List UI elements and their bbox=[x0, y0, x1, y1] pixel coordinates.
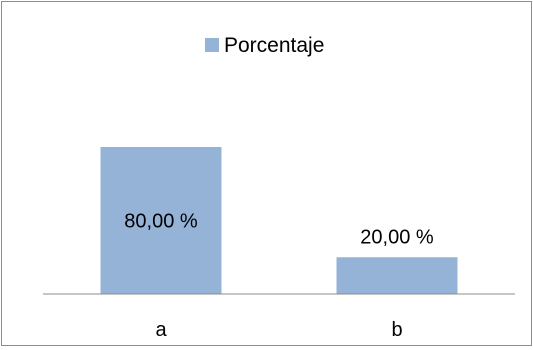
legend: Porcentaje bbox=[205, 34, 324, 57]
bars-group: 80,00 % 20,00 % bbox=[100, 147, 458, 294]
legend-swatch-porcentaje bbox=[205, 38, 219, 52]
bar-b bbox=[336, 257, 458, 294]
data-label-b: 20,00 % bbox=[360, 226, 434, 248]
data-label-a: 80,00 % bbox=[124, 211, 198, 233]
x-tick-label-b: b bbox=[391, 319, 402, 341]
x-tick-label-a: a bbox=[155, 319, 167, 341]
bar-a bbox=[100, 147, 222, 294]
legend-label-porcentaje: Porcentaje bbox=[224, 34, 324, 57]
